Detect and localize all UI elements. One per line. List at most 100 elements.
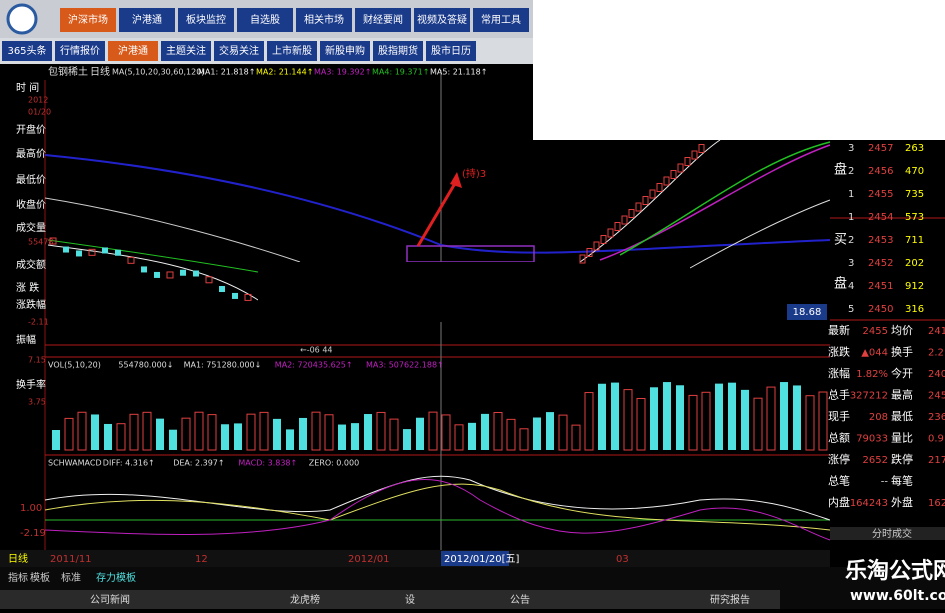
menu-tab[interactable]: 常用工具 xyxy=(481,13,521,26)
info-tab[interactable]: 公司新闻 xyxy=(90,593,130,606)
volume-bar xyxy=(389,418,399,451)
subtab-bg xyxy=(161,41,211,61)
stat-label: 总笔 xyxy=(828,474,850,488)
volume-bar xyxy=(728,382,736,450)
ob-volume: 912 xyxy=(905,281,924,292)
subtab[interactable]: 主题关注 xyxy=(166,44,206,57)
menu-tab[interactable]: 财经要闻 xyxy=(363,13,403,26)
volume-header: VOL(5,10,20) xyxy=(48,361,101,370)
stat-value: 245 xyxy=(928,391,945,402)
menu-tab[interactable]: 沪港通 xyxy=(132,13,162,26)
stat-label: 量比 xyxy=(891,432,913,445)
volume-bar xyxy=(104,423,112,450)
stat-label: 换手 xyxy=(891,345,913,359)
volume-bar xyxy=(181,417,191,451)
candle xyxy=(698,144,705,153)
subtab-bg xyxy=(55,41,105,61)
subtab[interactable]: 行情报价 xyxy=(60,44,100,57)
volume-bar xyxy=(481,413,489,450)
subtab-bg xyxy=(373,41,423,61)
subtab[interactable]: 365头条 xyxy=(7,44,46,57)
stat-label: 涨跌 xyxy=(828,345,850,359)
ob-level: 5 xyxy=(848,304,854,315)
period: 日线 xyxy=(90,65,110,78)
volume-bar xyxy=(441,414,451,451)
candle xyxy=(586,248,593,257)
volume-header: MA1: 751280.000↓ xyxy=(184,361,262,370)
ob-price: 2453 xyxy=(868,235,893,246)
subtab[interactable]: 股市日历 xyxy=(431,44,471,57)
menu-tab-bg xyxy=(355,8,411,32)
volume-bar xyxy=(506,418,516,451)
subtab[interactable]: 上市新股 xyxy=(272,44,312,57)
ma-value: MA3: 19.392↑ xyxy=(314,68,371,77)
macd-header: DIFF: 4.316↑ xyxy=(103,459,155,468)
volume-bar xyxy=(598,383,606,450)
left-panel-text: 最低价 xyxy=(16,173,46,186)
info-tab[interactable]: 公告 xyxy=(510,593,530,606)
info-tab[interactable]: 龙虎榜 xyxy=(290,593,320,606)
left-panel-text: 涨跌幅 xyxy=(16,298,46,311)
info-tab[interactable]: 设 xyxy=(405,594,415,606)
stats-tab[interactable]: 分时成交 xyxy=(872,527,912,540)
menu-tab-bg xyxy=(414,8,470,32)
volume-bar xyxy=(650,387,658,450)
macd-axis-label: -2.19 xyxy=(20,528,46,539)
bottom-tab[interactable]: 指标 xyxy=(8,571,28,584)
watermark-url: www.60lt.com xyxy=(850,588,945,604)
candle xyxy=(102,247,108,254)
candle xyxy=(663,176,670,186)
volume-bar xyxy=(364,414,372,450)
subtab-bg xyxy=(108,41,158,61)
cursor-date: 2012/01/20[五] xyxy=(444,554,520,565)
subtab-bg xyxy=(267,41,317,61)
menu-tab[interactable]: 自选股 xyxy=(250,13,280,26)
candle xyxy=(76,250,82,257)
subtab[interactable]: 交易关注 xyxy=(219,44,259,57)
stat-value: 79033 xyxy=(856,434,888,445)
subtab[interactable]: 股指期货 xyxy=(378,44,418,57)
candle xyxy=(154,271,160,278)
volume-bar xyxy=(273,418,281,450)
menu-tab-bg xyxy=(60,8,116,32)
volume-bar xyxy=(715,383,723,450)
macd-axis-label: 1.00 xyxy=(20,503,42,514)
candle xyxy=(691,150,698,160)
menu-tab[interactable]: 视频及答疑 xyxy=(417,13,467,26)
volume-bar xyxy=(52,430,60,450)
candle xyxy=(244,293,252,301)
left-panel-text: 3.75 xyxy=(28,398,46,407)
ob-price: 2451 xyxy=(868,281,893,292)
stat-value: 208 xyxy=(869,412,888,423)
price-label: 18.68 xyxy=(793,307,822,318)
volume-bar xyxy=(454,424,464,451)
menu-tab[interactable]: 板块监控 xyxy=(186,13,226,26)
menu-tab[interactable]: 沪深市场 xyxy=(68,13,108,26)
candle xyxy=(180,269,186,276)
bottom-tab[interactable]: 模板 xyxy=(30,571,50,584)
menu-tab[interactable]: 相关市场 xyxy=(304,13,344,26)
left-panel-text: 55478 xyxy=(28,238,53,247)
ob-price: 2454 xyxy=(868,212,893,223)
volume-bar xyxy=(805,395,815,451)
candle xyxy=(88,248,96,256)
candle xyxy=(127,256,135,264)
stat-label: 最高 xyxy=(891,388,913,402)
volume-bar xyxy=(116,423,126,451)
volume-bar xyxy=(676,385,684,450)
watermark-title: 乐淘公式网 xyxy=(845,558,945,584)
left-panel-text: 成交量 xyxy=(16,221,46,234)
subtab[interactable]: 新股申购 xyxy=(325,44,365,57)
bottom-tab[interactable]: 标准 xyxy=(61,572,81,584)
bottom-tab[interactable]: 存力模板 xyxy=(96,571,136,584)
volume-bar xyxy=(428,411,438,451)
info-tab[interactable]: 研究报告 xyxy=(710,593,750,606)
ob-level: 3 xyxy=(848,143,854,154)
stat-label: 内盘 xyxy=(828,495,850,509)
stat-label: 现手 xyxy=(828,409,850,423)
ob-volume: 711 xyxy=(905,235,924,246)
subtab[interactable]: 沪港通 xyxy=(118,44,148,57)
stat-value: 217 xyxy=(928,455,945,466)
